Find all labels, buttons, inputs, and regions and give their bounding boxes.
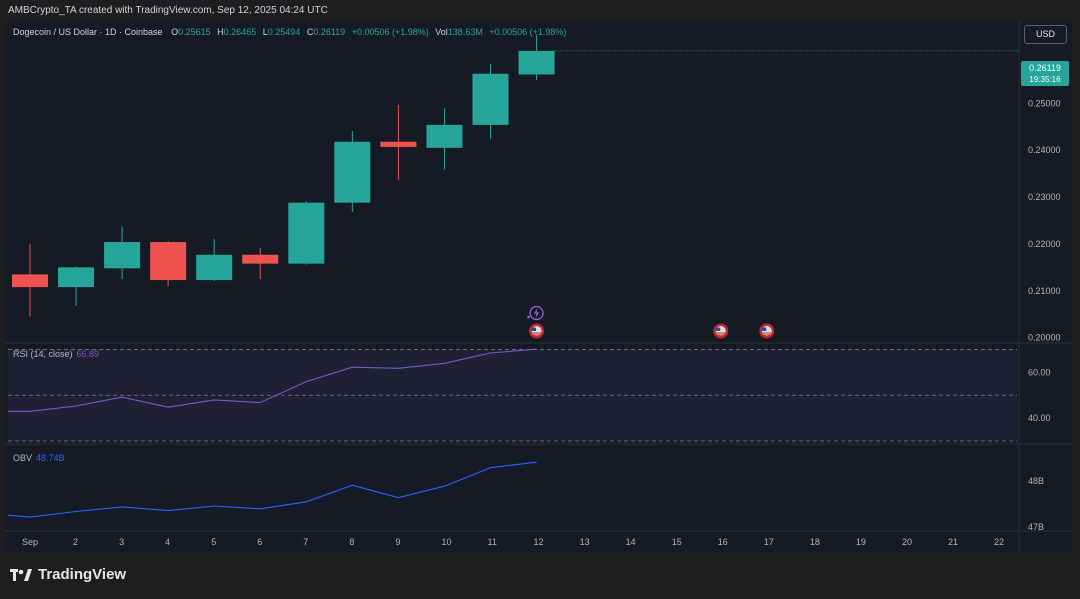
- time-axis-label: 7: [303, 537, 308, 547]
- candle-body[interactable]: [58, 267, 95, 288]
- time-axis-label: 20: [902, 537, 912, 547]
- candle[interactable]: [242, 248, 279, 280]
- obv-label: OBV: [13, 453, 33, 463]
- lightning-icon-bolt: [534, 308, 540, 318]
- us-flag-icon[interactable]: [759, 323, 775, 339]
- low-label: L: [262, 27, 268, 37]
- candle[interactable]: [12, 243, 48, 317]
- volume-label: Vol: [435, 27, 448, 37]
- lightning-icon-dot: [527, 315, 530, 319]
- candle[interactable]: [196, 238, 233, 281]
- rsi-line[interactable]: [8, 348, 537, 412]
- obv-tick-label: 47B: [1028, 522, 1044, 532]
- time-axis-label: Sep: [22, 537, 38, 547]
- candle[interactable]: [288, 201, 325, 265]
- lightning-icon[interactable]: [527, 305, 544, 321]
- candle-body[interactable]: [242, 254, 279, 264]
- time-axis-label: 9: [395, 537, 400, 547]
- candle-body[interactable]: [196, 254, 233, 281]
- candle-body[interactable]: [380, 141, 417, 147]
- rsi-legend[interactable]: RSI (14, close) 66.89: [13, 349, 99, 359]
- time-axis-label: 15: [672, 537, 682, 547]
- symbol-name: Dogecoin / US Dollar · 1D · Coinbase: [13, 27, 163, 37]
- obv-legend[interactable]: OBV 48.74B: [13, 453, 65, 463]
- time-axis-label: 12: [534, 537, 544, 547]
- time-axis-label: 17: [764, 537, 774, 547]
- low-value: 0.25494: [267, 27, 301, 37]
- rsi-tick-label: 60.00: [1028, 367, 1051, 377]
- time-axis-label: 14: [626, 537, 636, 547]
- time-axis-label: 13: [580, 537, 590, 547]
- change-value: +0.00506 (+1.98%): [351, 27, 429, 37]
- candle-body[interactable]: [472, 73, 509, 125]
- candle[interactable]: [58, 266, 95, 306]
- rsi-value: 66.89: [76, 349, 100, 359]
- time-axis-label: 2: [73, 537, 78, 547]
- price-tick-label: 0.24000: [1028, 145, 1061, 155]
- candle[interactable]: [472, 63, 509, 139]
- price-tick-label: 0.20000: [1028, 333, 1061, 343]
- price-tick-label: 0.21000: [1028, 286, 1061, 296]
- tradingview-logo: TradingView: [10, 566, 126, 583]
- time-axis-label: 10: [441, 537, 451, 547]
- time-axis-label: 4: [165, 537, 170, 547]
- obv-tick-label: 48B: [1028, 476, 1044, 486]
- candle-body[interactable]: [150, 242, 187, 281]
- candle-body[interactable]: [104, 242, 141, 269]
- obv-value: 48.74B: [36, 453, 65, 463]
- time-axis-label: 11: [488, 537, 497, 547]
- bar-countdown: 19:35:16: [1029, 75, 1061, 84]
- last-price-value: 0.26119: [1029, 63, 1061, 73]
- us-flag-icon-canton: [761, 327, 767, 331]
- us-flag-icon-canton: [531, 327, 537, 331]
- candle[interactable]: [380, 104, 417, 180]
- time-axis-label: 19: [856, 537, 866, 547]
- lightning-icon-ring: [529, 305, 544, 321]
- candle[interactable]: [518, 34, 555, 81]
- candle[interactable]: [150, 241, 187, 287]
- time-axis-label: 3: [119, 537, 124, 547]
- candle-body[interactable]: [12, 274, 48, 288]
- symbol-legend: Dogecoin / US Dollar · 1D · Coinbase O0.…: [13, 27, 570, 37]
- candle-body[interactable]: [334, 141, 371, 203]
- us-flag-icon-canton: [715, 327, 721, 331]
- time-axis-label: 21: [948, 537, 958, 547]
- volume-value: 138.63M: [447, 27, 483, 37]
- tradingview-logo-icon: [10, 568, 32, 581]
- currency-button[interactable]: USD: [1024, 25, 1067, 44]
- time-axis-label: 18: [810, 537, 820, 547]
- price-tick-label: 0.22000: [1028, 239, 1061, 249]
- attribution-header: AMBCrypto_TA created with TradingView.co…: [8, 5, 328, 16]
- candle[interactable]: [426, 108, 463, 170]
- brand-name: TradingView: [38, 566, 127, 583]
- candle-body[interactable]: [518, 50, 555, 75]
- obv-line[interactable]: [7, 461, 537, 518]
- high-value: 0.26465: [223, 27, 257, 37]
- candle-body[interactable]: [426, 124, 463, 148]
- open-value: 0.25615: [178, 27, 211, 37]
- close-value: 0.26119: [313, 27, 346, 37]
- candle-body[interactable]: [288, 202, 325, 264]
- time-axis-label: 8: [349, 537, 354, 547]
- chart-area[interactable]: [5, 21, 1072, 552]
- rsi-tick-label: 40.00: [1028, 413, 1051, 423]
- candle[interactable]: [104, 226, 141, 280]
- candle[interactable]: [334, 130, 371, 213]
- us-flag-icon[interactable]: [713, 323, 729, 339]
- volume-change-value: +0.00506 (+1.98%): [489, 27, 567, 37]
- high-label: H: [217, 27, 224, 37]
- open-label: O: [171, 27, 179, 37]
- rsi-label: RSI (14, close): [13, 349, 73, 359]
- time-axis-label: 6: [257, 537, 262, 547]
- us-flag-icon[interactable]: [529, 323, 545, 339]
- time-axis-label: 16: [718, 537, 728, 547]
- price-tick-label: 0.23000: [1028, 192, 1061, 202]
- last-price-tag: 0.26119 19:35:16: [1021, 61, 1069, 86]
- time-axis-label: 5: [211, 537, 216, 547]
- time-axis-label: 22: [994, 537, 1004, 547]
- close-label: C: [306, 27, 314, 37]
- price-tick-label: 0.25000: [1028, 98, 1061, 108]
